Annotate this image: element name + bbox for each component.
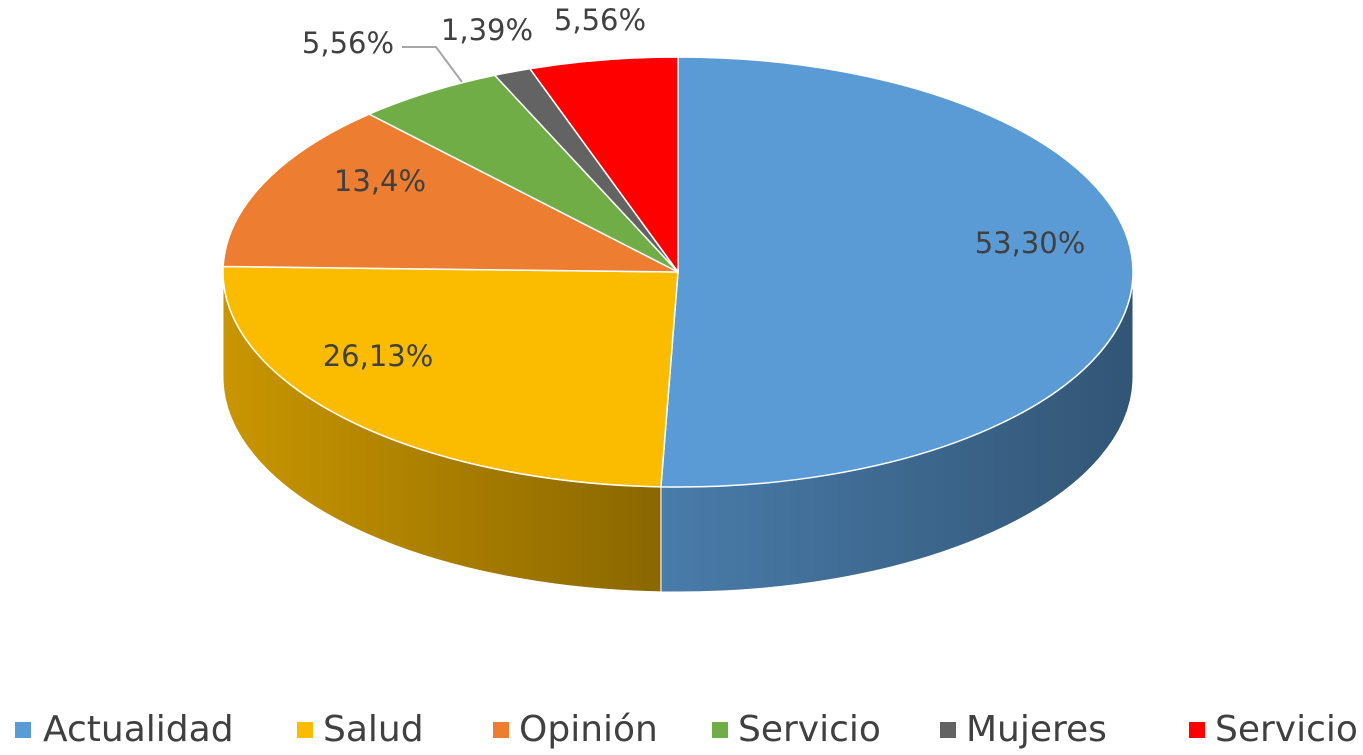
slice — [367, 74, 679, 273]
data-label: 1,39% — [441, 13, 533, 47]
legend-swatch — [940, 722, 956, 738]
legend-swatch — [1189, 722, 1205, 738]
legend-swatch — [15, 722, 31, 738]
legend-label: Salud — [323, 709, 424, 750]
legend-label: Opinión — [519, 709, 658, 750]
data-label: 53,30% — [975, 226, 1086, 260]
legend-label: Servicio — [1215, 709, 1358, 750]
slice — [528, 56, 679, 275]
data-label: 13,4% — [334, 164, 426, 198]
data-label: 5,56% — [302, 26, 394, 60]
legend-label: Servicio — [738, 709, 881, 750]
data-label: 26,13% — [323, 339, 434, 373]
legend-swatch — [712, 722, 728, 738]
legend-swatch — [493, 722, 509, 738]
slice — [222, 113, 679, 273]
legend-label: Mujeres — [966, 709, 1107, 750]
slice — [222, 265, 679, 488]
data-labels: 53,30% 26,13% 13,4% 5,56% 1,39% 5,56% — [302, 3, 1085, 373]
legend-swatch — [297, 722, 313, 738]
leader-line — [402, 46, 463, 83]
legend-label: Actualidad — [43, 709, 234, 750]
data-label: 5,56% — [554, 3, 646, 37]
slice — [660, 56, 1134, 488]
pie-tops — [222, 56, 1134, 488]
legend: Actualidad Salud Opinión Servicio Mujeres Ser… — [15, 709, 1358, 750]
